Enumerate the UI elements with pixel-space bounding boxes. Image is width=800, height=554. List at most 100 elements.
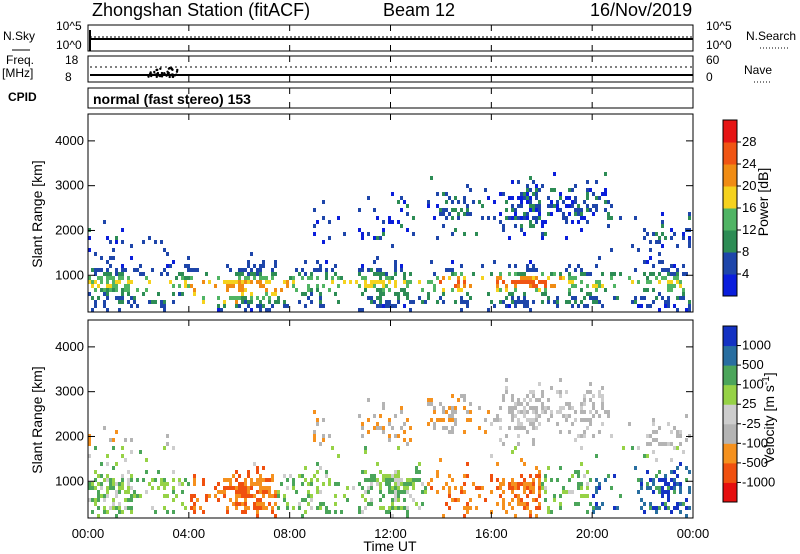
heatmap-cell (676, 276, 679, 280)
heatmap-cell (436, 276, 439, 280)
heatmap-cell (262, 264, 265, 268)
heatmap-cell (205, 272, 208, 276)
freq-point (160, 75, 164, 78)
heatmap-cell (601, 386, 604, 390)
heatmap-cell (160, 272, 163, 276)
colorbar-swatch (723, 142, 737, 165)
heatmap-cell (388, 482, 391, 486)
heatmap-cell (364, 470, 367, 474)
heatmap-cell (679, 482, 682, 486)
heatmap-cell (235, 272, 238, 276)
heatmap-cell (118, 502, 121, 506)
heatmap-cell (289, 474, 292, 478)
heatmap-cell (217, 308, 220, 312)
heatmap-cell (442, 300, 445, 304)
time-x-axis: 00:00 04:00 08:00 12:00 16:00 20:00 00:00 (72, 25, 709, 541)
heatmap-cell (538, 200, 541, 204)
heatmap-cell (382, 284, 385, 288)
heatmap-cell (454, 422, 457, 426)
heatmap-cell (571, 220, 574, 224)
heatmap-cell (451, 418, 454, 422)
heatmap-cell (262, 260, 265, 264)
heatmap-cell (319, 442, 322, 446)
heatmap-cell (511, 406, 514, 410)
heatmap-cell (529, 280, 532, 284)
heatmap-cell (187, 264, 190, 268)
heatmap-cell (379, 280, 382, 284)
heatmap-cell (106, 260, 109, 264)
heatmap-cell (541, 390, 544, 394)
heatmap-cell (514, 264, 517, 268)
heatmap-cell (667, 486, 670, 490)
colorbar-swatch (723, 326, 737, 347)
heatmap-cell (619, 216, 622, 220)
freq-point (165, 74, 168, 77)
heatmap-cell (538, 212, 541, 216)
heatmap-cell (358, 506, 361, 510)
heatmap-cell (553, 498, 556, 502)
heatmap-cell (298, 506, 301, 510)
heatmap-cell (520, 272, 523, 276)
heatmap-cell (244, 506, 247, 510)
heatmap-cell (187, 276, 190, 280)
heatmap-cell (628, 276, 631, 280)
heatmap-cell (313, 410, 316, 414)
heatmap-cell (412, 486, 415, 490)
heatmap-cell (364, 280, 367, 284)
heatmap-cell (565, 268, 568, 272)
heatmap-cell (388, 418, 391, 422)
heatmap-cell (577, 434, 580, 438)
heatmap-cell (391, 192, 394, 196)
heatmap-cell (439, 296, 442, 300)
heatmap-cell (337, 300, 340, 304)
heatmap-cell (151, 486, 154, 490)
heatmap-cell (244, 510, 247, 514)
heatmap-cell (502, 482, 505, 486)
heatmap-cell (307, 288, 310, 292)
heatmap-cell (100, 280, 103, 284)
heatmap-cell (589, 272, 592, 276)
heatmap-cell (463, 200, 466, 204)
heatmap-cell (88, 498, 91, 502)
heatmap-cell (679, 442, 682, 446)
heatmap-cell (400, 208, 403, 212)
heatmap-cell (661, 212, 664, 216)
power-colorbar-label: Power [dB] (755, 168, 771, 236)
heatmap-cell (481, 204, 484, 208)
heatmap-cell (88, 454, 91, 458)
heatmap-cell (379, 470, 382, 474)
heatmap-cell (376, 280, 379, 284)
heatmap-cell (175, 494, 178, 498)
heatmap-cell (508, 292, 511, 296)
heatmap-cell (412, 478, 415, 482)
heatmap-cell (469, 410, 472, 414)
heatmap-cell (382, 304, 385, 308)
heatmap-cell (115, 280, 118, 284)
heatmap-cell (409, 308, 412, 312)
heatmap-cell (475, 486, 478, 490)
heatmap-cell (139, 494, 142, 498)
heatmap-cell (520, 498, 523, 502)
heatmap-cell (427, 280, 430, 284)
heatmap-cell (436, 470, 439, 474)
heatmap-cell (415, 502, 418, 506)
heatmap-cell (583, 434, 586, 438)
heatmap-cell (436, 474, 439, 478)
heatmap-cell (316, 462, 319, 466)
heatmap-cell (187, 256, 190, 260)
heatmap-cell (316, 478, 319, 482)
heatmap-cell (121, 478, 124, 482)
heatmap-cell (667, 498, 670, 502)
heatmap-cell (517, 418, 520, 422)
heatmap-cell (256, 514, 259, 518)
heatmap-cell (598, 390, 601, 394)
heatmap-cell (514, 208, 517, 212)
heatmap-cell (271, 506, 274, 510)
heatmap-cell (226, 510, 229, 514)
x-tick-label: 04:00 (173, 526, 206, 541)
heatmap-cell (523, 212, 526, 216)
heatmap-cell (376, 482, 379, 486)
heatmap-cell (415, 466, 418, 470)
heatmap-cell (163, 268, 166, 272)
